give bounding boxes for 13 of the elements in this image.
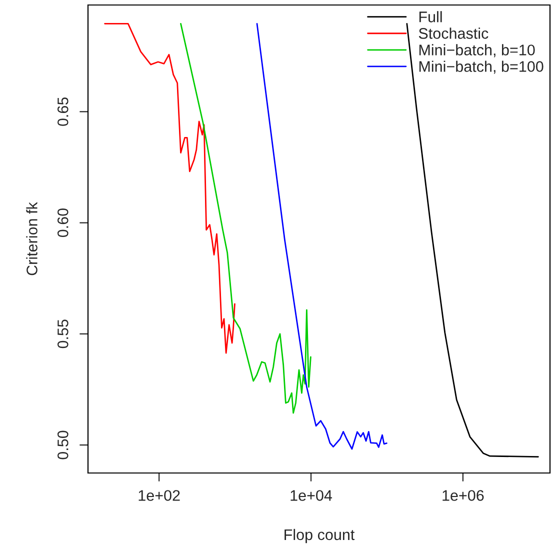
x-axis-title: Flop count xyxy=(284,528,355,544)
y-axis-title: Criterion fk xyxy=(26,202,38,276)
legend-label: Full xyxy=(419,11,442,22)
x-tick-label: 1e+06 xyxy=(442,490,484,501)
y-tick-label: 0.65 xyxy=(57,97,68,126)
legend-label: Stochastic xyxy=(418,28,488,39)
x-tick-label: 1e+04 xyxy=(290,490,332,501)
y-tick-label: 0.60 xyxy=(57,208,68,238)
x-tick-label: 1e+02 xyxy=(138,490,180,501)
y-tick-label: 0.50 xyxy=(57,430,68,460)
legend-label: Mini−batch, b=100 xyxy=(419,60,544,74)
y-tick-label: 0.55 xyxy=(57,320,68,348)
legend-label: Mini−batch, b=10 xyxy=(419,44,535,58)
